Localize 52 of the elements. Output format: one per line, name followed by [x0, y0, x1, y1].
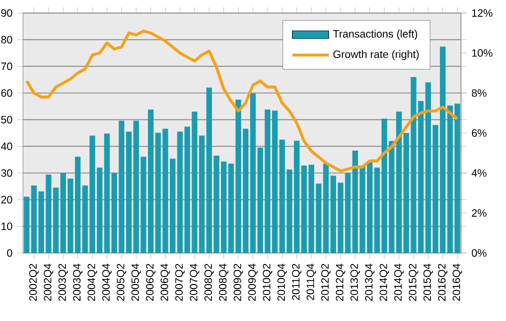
y2-tick-label: 10% [472, 49, 492, 57]
x-tick-label: 2015Q4 [423, 264, 433, 301]
x-tick-label: 2012Q2 [321, 264, 331, 301]
bar [257, 148, 264, 253]
y-tick-label: 60 [1, 89, 12, 97]
x-tick-label: 2006Q4 [160, 264, 170, 301]
y2-tick-label: 2% [472, 209, 486, 217]
bar [74, 156, 81, 253]
x-tick-label: 2008Q4 [219, 264, 228, 301]
x-tick-label: 2007Q4 [190, 264, 200, 301]
y-tick-label: 30 [1, 169, 12, 177]
y-tick-label: 90 [1, 9, 12, 17]
x-tick-label: 2004Q4 [102, 264, 112, 301]
x-tick-label: 2009Q4 [248, 264, 258, 301]
x-tick-label: 2014Q2 [380, 264, 390, 301]
x-tick-label: 2012Q4 [336, 264, 346, 301]
x-tick-label: 2004Q2 [88, 264, 98, 301]
y-tick-label: 70 [1, 62, 12, 70]
x-tick-label: 2003Q2 [58, 264, 68, 301]
x-tick-label: 2014Q4 [394, 264, 404, 301]
x-tick-label: 2008Q2 [204, 264, 214, 301]
x-tick-label: 2010Q2 [262, 264, 272, 301]
x-tick-label: 2016Q4 [452, 264, 462, 301]
x-tick-label: 2013Q2 [350, 264, 360, 301]
legend-label: Transactions (left) [333, 30, 418, 40]
y-tick-label: 0 [7, 249, 12, 257]
y2-tick-label: 8% [472, 89, 486, 97]
y-tick-label: 20 [1, 196, 12, 204]
x-tick-label: 2013Q4 [365, 264, 374, 301]
x-tick-label: 2011Q2 [292, 264, 302, 300]
x-tick-label: 2003Q4 [73, 264, 82, 301]
bar [111, 173, 118, 253]
x-tick-label: 2015Q2 [408, 264, 418, 301]
legend-label: Growth rate (right) [333, 50, 419, 60]
y2-tick-label: 0% [472, 249, 486, 257]
x-tick-label: 2010Q4 [277, 264, 287, 301]
x-tick-label: 2016Q2 [438, 264, 448, 301]
y-tick-label: 50 [1, 116, 12, 124]
y2-tick-label: 12% [472, 9, 492, 17]
x-tick-label: 2006Q2 [146, 264, 156, 301]
y2-tick-label: 4% [472, 169, 486, 177]
x-tick-label: 2002Q4 [44, 264, 54, 301]
y-tick-label: 40 [0, 142, 12, 150]
y-tick-label: 10 [2, 222, 12, 230]
x-tick-label: 2005Q2 [116, 264, 126, 301]
y2-tick-label: 6% [472, 129, 486, 137]
x-tick-label: 2009Q2 [234, 264, 244, 301]
x-tick-label: 2011Q4 [306, 264, 316, 300]
x-tick-label: 2002Q2 [29, 264, 39, 301]
x-tick-label: 2005Q4 [131, 264, 141, 301]
x-tick-label: 2007Q2 [175, 264, 185, 301]
y-tick-label: 80 [1, 36, 12, 44]
